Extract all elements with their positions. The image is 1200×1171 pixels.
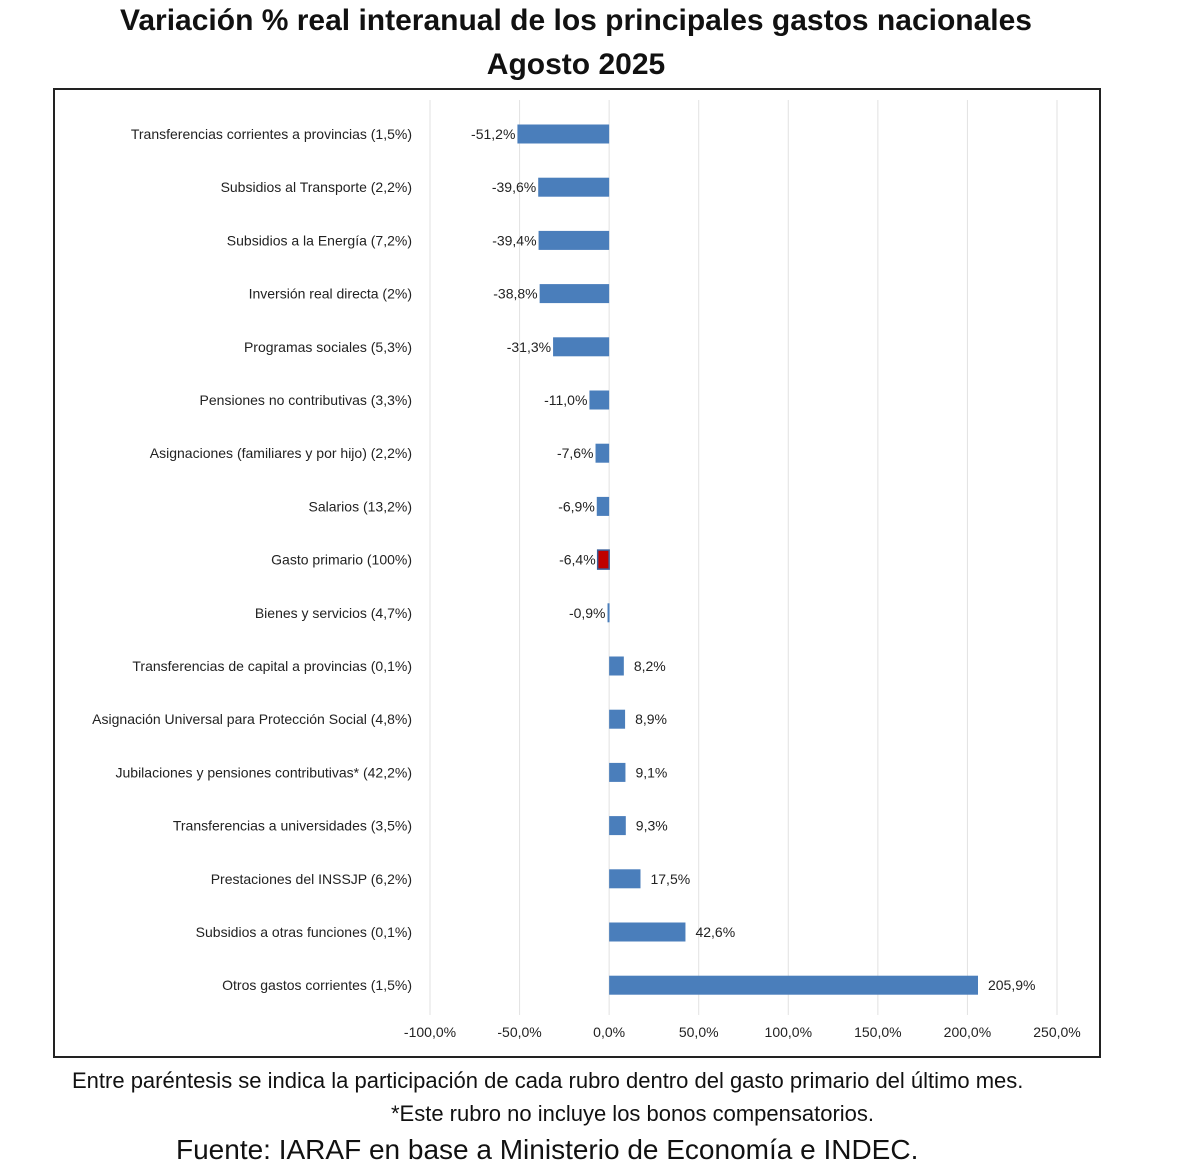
category-label: Otros gastos corrientes (1,5%) xyxy=(222,977,412,993)
bar xyxy=(517,124,610,144)
x-tick-label: 150,0% xyxy=(854,1024,901,1040)
data-label: 17,5% xyxy=(650,871,690,887)
bar xyxy=(607,603,610,623)
category-label: Transferencias de capital a provincias (… xyxy=(132,658,412,674)
category-label: Bienes y servicios (4,7%) xyxy=(255,605,412,621)
data-label: -38,8% xyxy=(493,286,537,302)
data-label: 9,3% xyxy=(636,818,668,834)
data-label: -39,6% xyxy=(492,179,536,195)
bar xyxy=(596,549,610,570)
x-tick-label: -50,0% xyxy=(497,1024,541,1040)
data-label: 9,1% xyxy=(635,764,667,780)
data-label: -7,6% xyxy=(557,445,594,461)
bar xyxy=(609,762,626,782)
data-label: 8,9% xyxy=(635,711,667,727)
bar xyxy=(595,443,610,463)
category-label: Inversión real directa (2%) xyxy=(249,286,412,302)
data-label: -11,0% xyxy=(544,392,587,408)
bar xyxy=(539,284,610,304)
data-label: -39,4% xyxy=(492,232,536,248)
x-tick-label: 100,0% xyxy=(765,1024,812,1040)
chart-subtitle: Agosto 2025 xyxy=(486,48,666,81)
x-tick-label: 200,0% xyxy=(944,1024,991,1040)
bar xyxy=(609,656,624,676)
participation-note: Entre paréntesis se indica la participac… xyxy=(72,1068,1024,1093)
bar xyxy=(553,337,610,357)
data-label: -31,3% xyxy=(507,339,551,355)
bar xyxy=(538,177,610,197)
source-note: Fuente: IARAF en base a Ministerio de Ec… xyxy=(176,1134,919,1165)
category-label: Jubilaciones y pensiones contributivas* … xyxy=(116,764,413,780)
asterisk-note: *Este rubro no incluye los bonos compens… xyxy=(390,1101,875,1126)
data-label: -6,9% xyxy=(558,498,595,514)
bar-chart: -100,0% -50,0% 0,0% 50,0% 100,0% 150,0% 200,0%… xyxy=(92,100,1081,1040)
bar xyxy=(538,230,610,250)
category-label: Subsidios a otras funciones (0,1%) xyxy=(196,924,412,940)
x-tick-label: 250,0% xyxy=(1033,1024,1080,1040)
category-label: Prestaciones del INSSJP (6,2%) xyxy=(211,871,412,887)
bar xyxy=(609,709,626,729)
category-label: Pensiones no contributivas (3,3%) xyxy=(200,392,412,408)
x-tick-label: 50,0% xyxy=(679,1024,719,1040)
bar xyxy=(609,975,978,995)
data-label: 8,2% xyxy=(634,658,666,674)
category-label: Salarios (13,2%) xyxy=(309,498,413,514)
bar xyxy=(609,922,686,942)
x-tick-label: 0,0% xyxy=(593,1024,625,1040)
category-label: Asignación Universal para Protección Soc… xyxy=(92,711,412,727)
data-label: -51,2% xyxy=(471,126,515,142)
data-label: -0,9% xyxy=(569,605,606,621)
bar xyxy=(609,869,641,889)
category-label: Asignaciones (familiares y por hijo) (2,… xyxy=(150,445,412,461)
category-label: Transferencias a universidades (3,5%) xyxy=(173,818,412,834)
category-label: Programas sociales (5,3%) xyxy=(244,339,412,355)
chart-frame: -100,0% -50,0% 0,0% 50,0% 100,0% 150,0% 200,0%… xyxy=(53,88,1101,1058)
x-tick-label: -100,0% xyxy=(404,1024,456,1040)
chart-title: Variación % real interanual de los princ… xyxy=(119,4,1032,37)
bar xyxy=(596,496,610,516)
bar xyxy=(589,390,610,410)
bar xyxy=(609,816,626,836)
category-label: Transferencias corrientes a provincias (… xyxy=(131,126,412,142)
data-label: 42,6% xyxy=(695,924,735,940)
data-label: -6,4% xyxy=(559,552,596,568)
category-label: Subsidios a la Energía (7,2%) xyxy=(227,232,412,248)
category-label: Gasto primario (100%) xyxy=(271,552,412,568)
data-label: 205,9% xyxy=(988,977,1035,993)
category-label: Subsidios al Transporte (2,2%) xyxy=(221,179,412,195)
